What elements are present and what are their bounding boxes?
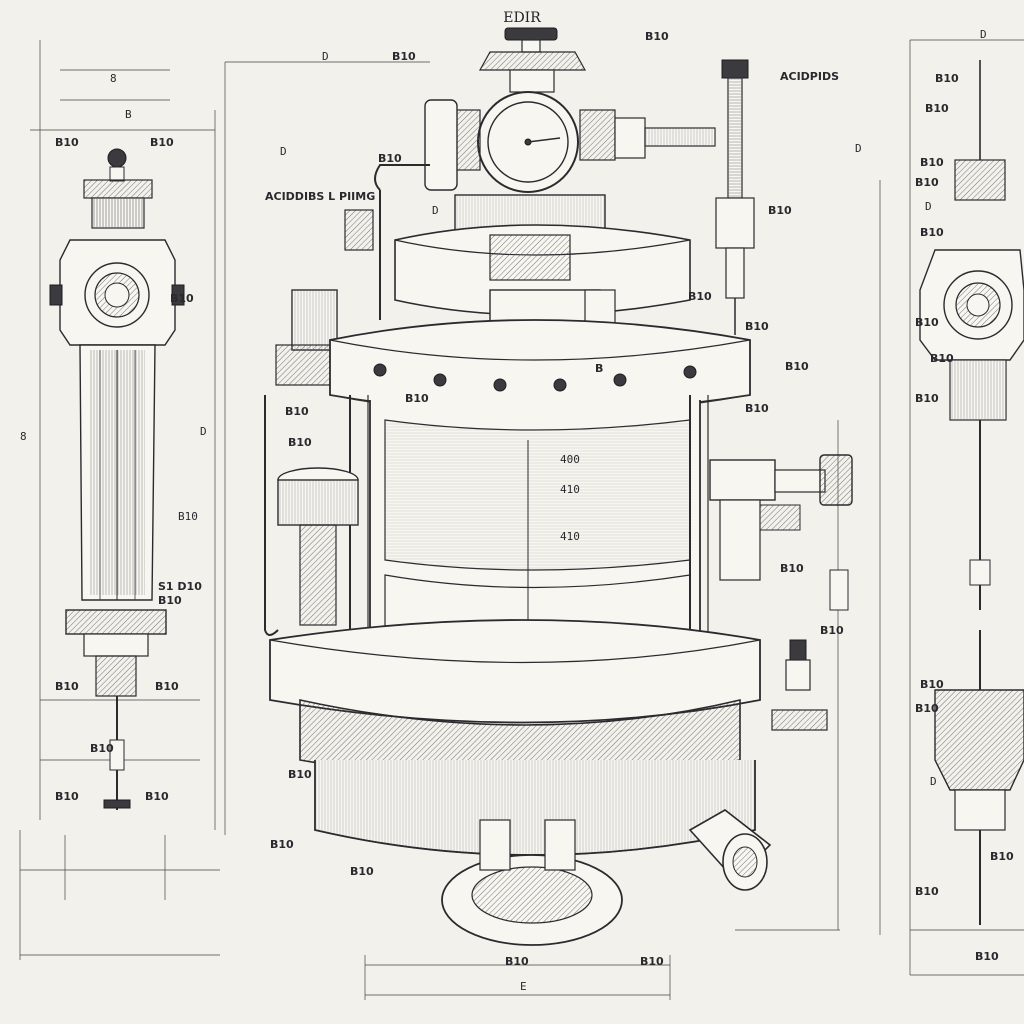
center-label: D (322, 50, 329, 63)
left-label: B10 (90, 742, 114, 755)
right-label: B10 (930, 352, 954, 365)
right-label: D (925, 200, 932, 213)
drawing-title: EDIR (503, 10, 541, 26)
center-label: ACIDPIDS (780, 70, 839, 83)
center-label: B10 (780, 562, 804, 575)
center-label: B10 (745, 320, 769, 333)
right-label: B10 (990, 850, 1014, 863)
left-label: 8 (20, 430, 27, 443)
cylinder-readout-2: 410 (560, 483, 580, 496)
center-label: B10 (405, 392, 429, 405)
center-labels: D D B10 B10 B10 ACIDDIBS L PIIMG D B ACI… (265, 30, 862, 993)
main-assembly-view: 400 410 410 (224, 27, 853, 1000)
right-labels: D B10 B10 B10 B10 D B10 B10 B10 B10 B10 … (915, 28, 1014, 963)
right-label: B10 (920, 678, 944, 691)
cylinder-readout-3: 410 (560, 530, 580, 543)
right-label: B10 (920, 156, 944, 169)
center-label: E (520, 980, 527, 993)
right-label: D (980, 28, 987, 41)
left-label: B (125, 108, 132, 121)
center-label: B (595, 362, 603, 375)
left-label: B10 (158, 594, 182, 607)
bolt-icon (373, 363, 697, 392)
center-label: B10 (270, 838, 294, 851)
left-label: B10 (155, 680, 179, 693)
center-label: ACIDDIBS L PIIMG (265, 190, 375, 203)
center-label: B10 (350, 865, 374, 878)
right-label: B10 (920, 226, 944, 239)
center-label: B10 (820, 624, 844, 637)
handwheel-icon (504, 27, 558, 41)
left-label: S1 D10 (158, 580, 202, 593)
center-label: D (432, 204, 439, 217)
gauge-icon (477, 91, 579, 193)
center-label: B10 (378, 152, 402, 165)
center-label: B10 (688, 290, 712, 303)
center-label: B10 (645, 30, 669, 43)
center-label: B10 (288, 768, 312, 781)
right-label: B10 (915, 885, 939, 898)
center-label: B10 (768, 204, 792, 217)
center-label: D (855, 142, 862, 155)
left-labels: 8 B B10 B10 B10 8 B10 D S1 D10 B10 B10 B… (20, 72, 207, 803)
right-label: B10 (915, 176, 939, 189)
left-label: D (200, 425, 207, 438)
center-label: D (280, 145, 287, 158)
right-label: B10 (925, 102, 949, 115)
left-elevation-view (19, 40, 220, 960)
right-label: B10 (915, 702, 939, 715)
cylinder-readout-1: 400 (560, 453, 580, 466)
right-section-view (879, 39, 1024, 976)
left-label: B10 (55, 680, 79, 693)
right-label: B10 (915, 392, 939, 405)
left-label: B10 (55, 136, 79, 149)
center-label: B10 (505, 955, 529, 968)
center-label: B10 (288, 436, 312, 449)
left-label: B10 (170, 292, 194, 305)
right-label: B10 (935, 72, 959, 85)
center-label: B10 (285, 405, 309, 418)
right-label: B10 (975, 950, 999, 963)
center-label: B10 (392, 50, 416, 63)
center-label: B10 (785, 360, 809, 373)
left-label: B10 (178, 510, 198, 523)
left-label: B10 (150, 136, 174, 149)
center-label: B10 (745, 402, 769, 415)
left-label: B10 (145, 790, 169, 803)
center-label: B10 (640, 955, 664, 968)
right-label: D (930, 775, 937, 788)
left-label: B10 (55, 790, 79, 803)
left-label: 8 (110, 72, 117, 85)
right-label: B10 (915, 316, 939, 329)
valve-icon (688, 809, 772, 891)
